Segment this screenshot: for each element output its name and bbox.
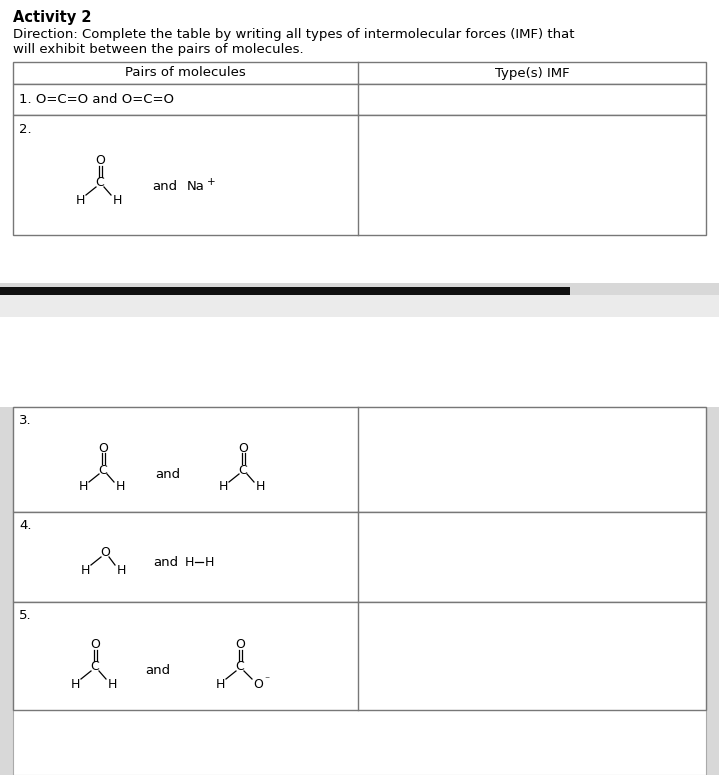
Text: H: H xyxy=(204,556,214,569)
Bar xyxy=(13,407,706,775)
Text: 3.: 3. xyxy=(19,414,32,427)
Text: 4.: 4. xyxy=(19,519,32,532)
Text: O: O xyxy=(238,442,248,454)
Text: Activity 2: Activity 2 xyxy=(13,10,91,25)
Text: H: H xyxy=(78,480,88,494)
Text: H: H xyxy=(184,556,193,569)
Text: C: C xyxy=(239,463,247,477)
Text: Type(s) IMF: Type(s) IMF xyxy=(495,67,569,80)
Bar xyxy=(13,407,706,512)
Text: 1. O=C=O and O=C=O: 1. O=C=O and O=C=O xyxy=(19,93,174,106)
Text: C: C xyxy=(99,463,107,477)
Text: H: H xyxy=(255,480,265,494)
Bar xyxy=(13,512,706,602)
Bar xyxy=(13,62,706,84)
Text: and: and xyxy=(155,467,180,480)
Bar xyxy=(0,317,719,407)
Bar xyxy=(13,602,706,710)
Bar xyxy=(0,295,719,317)
Text: H: H xyxy=(215,677,224,691)
Text: O: O xyxy=(95,154,105,167)
Text: H: H xyxy=(219,480,228,494)
Text: 5.: 5. xyxy=(19,609,32,622)
Text: H: H xyxy=(81,563,90,577)
Text: H: H xyxy=(70,677,80,691)
Text: and: and xyxy=(153,556,178,569)
Text: C: C xyxy=(236,660,244,673)
Text: ⁻: ⁻ xyxy=(265,675,270,685)
Text: O: O xyxy=(98,442,108,454)
Text: Na: Na xyxy=(187,181,205,194)
Text: will exhibit between the pairs of molecules.: will exhibit between the pairs of molecu… xyxy=(13,43,303,56)
Text: O: O xyxy=(90,639,100,652)
Text: H: H xyxy=(75,194,85,206)
Text: O: O xyxy=(235,639,245,652)
Text: and: and xyxy=(145,664,170,677)
Text: C: C xyxy=(96,177,104,190)
Text: +: + xyxy=(207,177,216,187)
Text: H: H xyxy=(107,677,116,691)
Text: Pairs of molecules: Pairs of molecules xyxy=(125,67,246,80)
Text: O: O xyxy=(100,546,110,559)
Text: O: O xyxy=(253,677,263,691)
Text: C: C xyxy=(91,660,99,673)
Text: Direction: Complete the table by writing all types of intermolecular forces (IMF: Direction: Complete the table by writing… xyxy=(13,28,574,41)
Text: H: H xyxy=(112,194,122,206)
Text: and: and xyxy=(152,181,177,194)
Bar xyxy=(13,115,706,235)
Bar xyxy=(0,0,719,283)
Text: H: H xyxy=(116,563,126,577)
Text: H: H xyxy=(115,480,124,494)
Text: 2.: 2. xyxy=(19,123,32,136)
Bar xyxy=(0,287,570,295)
Bar xyxy=(13,84,706,115)
